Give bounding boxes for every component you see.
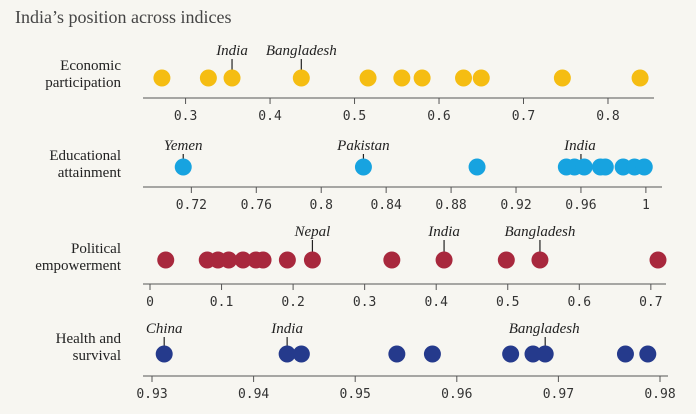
category-label-political-line-2: empowerment	[35, 258, 122, 274]
data-point-education-2	[468, 158, 486, 176]
tick-label-political-6: 0.6	[568, 295, 591, 310]
tick-label-education-7: 1	[642, 198, 650, 213]
annotation-label-education-1: Pakistan	[336, 138, 390, 154]
data-point-economic-10	[631, 69, 649, 87]
annotation-label-political-2: Bangladesh	[505, 224, 576, 240]
data-point-education-1	[354, 158, 372, 176]
data-point-health-1	[278, 345, 296, 363]
data-point-health-2	[292, 345, 310, 363]
tick-label-education-2: 0.8	[309, 198, 332, 213]
data-point-economic-2	[223, 69, 241, 87]
data-point-political-3	[220, 251, 238, 269]
tick-label-health-1: 0.94	[238, 387, 269, 402]
data-point-health-5	[502, 345, 520, 363]
data-point-political-11	[497, 251, 515, 269]
data-point-economic-9	[553, 69, 571, 87]
data-point-economic-0	[153, 69, 171, 87]
tick-label-political-4: 0.4	[424, 295, 448, 310]
data-point-health-7	[536, 345, 554, 363]
data-point-education-10	[635, 158, 653, 176]
tick-label-health-3: 0.96	[441, 387, 472, 402]
chart-title: India’s position across indices	[15, 7, 232, 27]
annotation-label-health-0: China	[146, 321, 183, 337]
annotation-label-economic-1: Bangladesh	[266, 43, 337, 59]
tick-label-health-5: 0.98	[644, 387, 675, 402]
data-point-health-6	[524, 345, 542, 363]
tick-label-economic-1: 0.4	[258, 109, 282, 124]
tick-label-education-6: 0.96	[565, 198, 596, 213]
data-point-political-6	[254, 251, 272, 269]
tick-label-economic-2: 0.5	[343, 109, 366, 124]
data-point-health-4	[423, 345, 441, 363]
tick-label-economic-4: 0.7	[512, 109, 535, 124]
annotation-label-health-1: India	[270, 321, 303, 337]
data-point-education-7	[596, 158, 614, 176]
data-point-economic-5	[393, 69, 411, 87]
data-point-economic-4	[359, 69, 377, 87]
tick-label-education-4: 0.88	[435, 198, 466, 213]
data-point-economic-6	[413, 69, 431, 87]
data-point-political-9	[383, 251, 401, 269]
tick-label-education-0: 0.72	[176, 198, 207, 213]
data-point-health-0	[155, 345, 173, 363]
data-point-political-8	[303, 251, 321, 269]
annotation-label-education-0: Yemen	[164, 138, 203, 154]
tick-label-economic-0: 0.3	[174, 109, 197, 124]
data-point-economic-3	[292, 69, 310, 87]
data-point-economic-8	[472, 69, 490, 87]
tick-label-political-3: 0.3	[353, 295, 376, 310]
annotation-label-economic-0: India	[215, 43, 248, 59]
data-point-education-0	[174, 158, 192, 176]
data-point-health-9	[639, 345, 657, 363]
category-label-health-line-2: survival	[73, 348, 121, 364]
tick-label-health-0: 0.93	[136, 387, 167, 402]
category-label-economic-line-1: Economic	[60, 58, 121, 74]
data-point-political-7	[278, 251, 296, 269]
annotation-label-education-2: India	[563, 138, 596, 154]
category-label-political-line-1: Political	[71, 241, 121, 257]
data-point-political-12	[531, 251, 549, 269]
data-point-political-13	[649, 251, 667, 269]
category-label-economic-line-2: participation	[45, 75, 121, 91]
data-point-health-3	[388, 345, 406, 363]
tick-label-health-2: 0.95	[340, 387, 371, 402]
tick-label-political-5: 0.5	[496, 295, 519, 310]
category-label-education-line-2: attainment	[58, 165, 122, 181]
tick-label-health-4: 0.97	[543, 387, 574, 402]
tick-label-political-7: 0.7	[639, 295, 662, 310]
tick-label-education-1: 0.76	[241, 198, 272, 213]
data-point-political-10	[435, 251, 453, 269]
tick-label-political-1: 0.1	[210, 295, 233, 310]
data-point-economic-7	[455, 69, 473, 87]
category-label-education-line-1: Educational	[49, 148, 121, 164]
annotation-label-health-2: Bangladesh	[509, 321, 580, 337]
tick-label-education-3: 0.84	[370, 198, 401, 213]
tick-label-education-5: 0.92	[500, 198, 531, 213]
tick-label-economic-5: 0.8	[596, 109, 619, 124]
annotation-label-political-0: Nepal	[293, 224, 330, 240]
tick-label-political-2: 0.2	[281, 295, 304, 310]
data-point-political-4	[234, 251, 252, 269]
data-point-health-8	[616, 345, 634, 363]
tick-label-political-0: 0	[146, 295, 154, 310]
annotation-label-political-1: India	[427, 224, 460, 240]
data-point-political-0	[157, 251, 175, 269]
data-point-economic-1	[199, 69, 217, 87]
category-label-health-line-1: Health and	[56, 331, 122, 347]
data-point-education-5	[575, 158, 593, 176]
tick-label-economic-3: 0.6	[427, 109, 450, 124]
